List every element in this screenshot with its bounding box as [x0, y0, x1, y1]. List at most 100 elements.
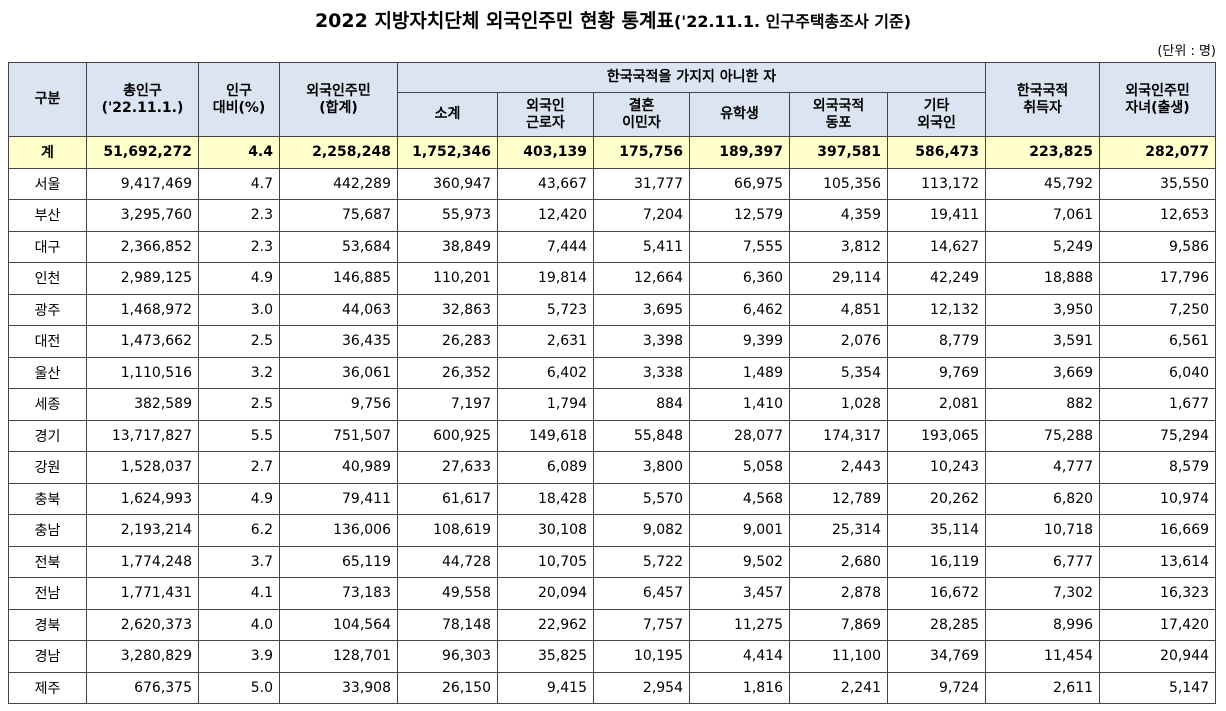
table-cell: 18,888	[985, 262, 1101, 295]
table-cell: 14,627	[886, 230, 987, 263]
table-cell: 1,771,431	[86, 577, 199, 610]
table-cell: 3,591	[985, 325, 1101, 358]
table-cell: 442,289	[279, 167, 398, 200]
table-cell: 4.9	[198, 262, 280, 295]
table-cell: 4,359	[789, 199, 888, 232]
region-cell: 강원	[8, 451, 87, 484]
table-cell: 3,457	[689, 577, 790, 610]
table-cell: 11,100	[789, 640, 888, 673]
table-cell: 18,428	[497, 482, 594, 515]
table-cell: 136,006	[279, 514, 398, 547]
table-cell: 11,275	[689, 608, 790, 641]
table-row: 경기 13,717,827 5.5 751,507 600,925 149,618 55,8…	[8, 419, 1217, 452]
table-cell: 6,040	[1099, 356, 1217, 389]
region-cell: 전남	[8, 577, 87, 610]
table-cell: 16,323	[1099, 577, 1217, 610]
table-cell: 175,756	[593, 136, 690, 169]
table-cell: 1,473,662	[86, 325, 199, 358]
table-cell: 104,564	[279, 608, 398, 641]
table-cell: 22,962	[497, 608, 594, 641]
table-cell: 1,752,346	[397, 136, 498, 169]
table-cell: 9,756	[279, 388, 398, 421]
table-cell: 75,288	[985, 419, 1101, 452]
unit-label: (단위 : 명)	[1157, 44, 1216, 59]
table-cell: 40,989	[279, 451, 398, 484]
region-cell: 대구	[8, 230, 87, 263]
table-cell: 30,108	[497, 514, 594, 547]
table-cell: 4,851	[789, 293, 888, 326]
table-cell: 6,360	[689, 262, 790, 295]
table-cell: 32,863	[397, 293, 498, 326]
table-cell: 3.7	[198, 545, 280, 578]
table-cell: 28,077	[689, 419, 790, 452]
table-cell: 5,058	[689, 451, 790, 484]
table-cell: 43,667	[497, 167, 594, 200]
table-cell: 4,777	[985, 451, 1101, 484]
table-cell: 5,723	[497, 293, 594, 326]
region-cell: 계	[8, 136, 87, 169]
document-title: 2022 지방자치단체 외국인주민 현황 통계표('22.11.1. 인구주택총…	[0, 6, 1226, 33]
table-cell: 1,528,037	[86, 451, 199, 484]
table-cell: 397,581	[789, 136, 888, 169]
header-children: 외국인주민 자녀(출생)	[1099, 62, 1217, 137]
table-cell: 1,677	[1099, 388, 1217, 421]
table-cell: 61,617	[397, 482, 498, 515]
table-cell: 44,063	[279, 293, 398, 326]
table-cell: 3,398	[593, 325, 690, 358]
table-cell: 108,619	[397, 514, 498, 547]
table-cell: 16,669	[1099, 514, 1217, 547]
table-cell: 5.0	[198, 671, 280, 704]
header-region: 구분	[8, 62, 87, 137]
table-row: 서울 9,417,469 4.7 442,289 360,947 43,667 31,777…	[8, 167, 1217, 200]
table-cell: 4,414	[689, 640, 790, 673]
table-cell: 6,820	[985, 482, 1101, 515]
table-cell: 19,814	[497, 262, 594, 295]
table-cell: 10,974	[1099, 482, 1217, 515]
table-cell: 382,589	[86, 388, 199, 421]
table-cell: 78,148	[397, 608, 498, 641]
table-row: 세종 382,589 2.5 9,756 7,197 1,794 884 1,410 1,028…	[8, 388, 1217, 421]
title-main: 2022 지방자치단체 외국인주민 현황 통계표	[314, 10, 674, 32]
table-row-total: 계 51,692,272 4.4 2,258,248 1,752,346 403,139 1…	[8, 136, 1217, 169]
table-cell: 45,792	[985, 167, 1101, 200]
table-cell: 403,139	[497, 136, 594, 169]
table-cell: 3.2	[198, 356, 280, 389]
table-cell: 53,684	[279, 230, 398, 263]
table-body: 계 51,692,272 4.4 2,258,248 1,752,346 403,139 1…	[8, 136, 1217, 704]
table-cell: 8,579	[1099, 451, 1217, 484]
table-cell: 5,249	[985, 230, 1101, 263]
table-cell: 34,769	[886, 640, 987, 673]
table-cell: 7,302	[985, 577, 1101, 610]
table-cell: 2,620,373	[86, 608, 199, 641]
table-cell: 2.5	[198, 388, 280, 421]
table-cell: 9,724	[886, 671, 987, 704]
header-non-korean-group: 한국국적을 가지지 아니한 자	[396, 62, 987, 93]
table-cell: 1,774,248	[86, 545, 199, 578]
table-cell: 26,283	[397, 325, 498, 358]
table-cell: 7,757	[593, 608, 690, 641]
table-cell: 6,457	[593, 577, 690, 610]
table-cell: 4.1	[198, 577, 280, 610]
table-cell: 8,779	[886, 325, 987, 358]
table-cell: 751,507	[279, 419, 398, 452]
table-cell: 7,444	[497, 230, 594, 263]
table-cell: 2.7	[198, 451, 280, 484]
table-row: 인천 2,989,125 4.9 146,885 110,201 19,814 12,664…	[8, 262, 1217, 295]
table-cell: 75,294	[1099, 419, 1217, 452]
table-cell: 1,410	[689, 388, 790, 421]
table-cell: 13,717,827	[86, 419, 199, 452]
region-cell: 충북	[8, 482, 87, 515]
table-cell: 360,947	[397, 167, 498, 200]
table-cell: 36,435	[279, 325, 398, 358]
table-cell: 16,119	[886, 545, 987, 578]
header-overseas-koreans: 외국국적 동포	[789, 92, 888, 137]
table-cell: 6,561	[1099, 325, 1217, 358]
table-cell: 6,089	[497, 451, 594, 484]
region-cell: 대전	[8, 325, 87, 358]
statistics-table: 구분 총인구 ('22.11.1.) 인구 대비(%) 외국인주민 (합계) 한국국적…	[8, 62, 1217, 704]
table-cell: 9,586	[1099, 230, 1217, 263]
table-cell: 5,570	[593, 482, 690, 515]
table-cell: 12,789	[789, 482, 888, 515]
table-cell: 6,777	[985, 545, 1101, 578]
table-cell: 282,077	[1099, 136, 1217, 169]
